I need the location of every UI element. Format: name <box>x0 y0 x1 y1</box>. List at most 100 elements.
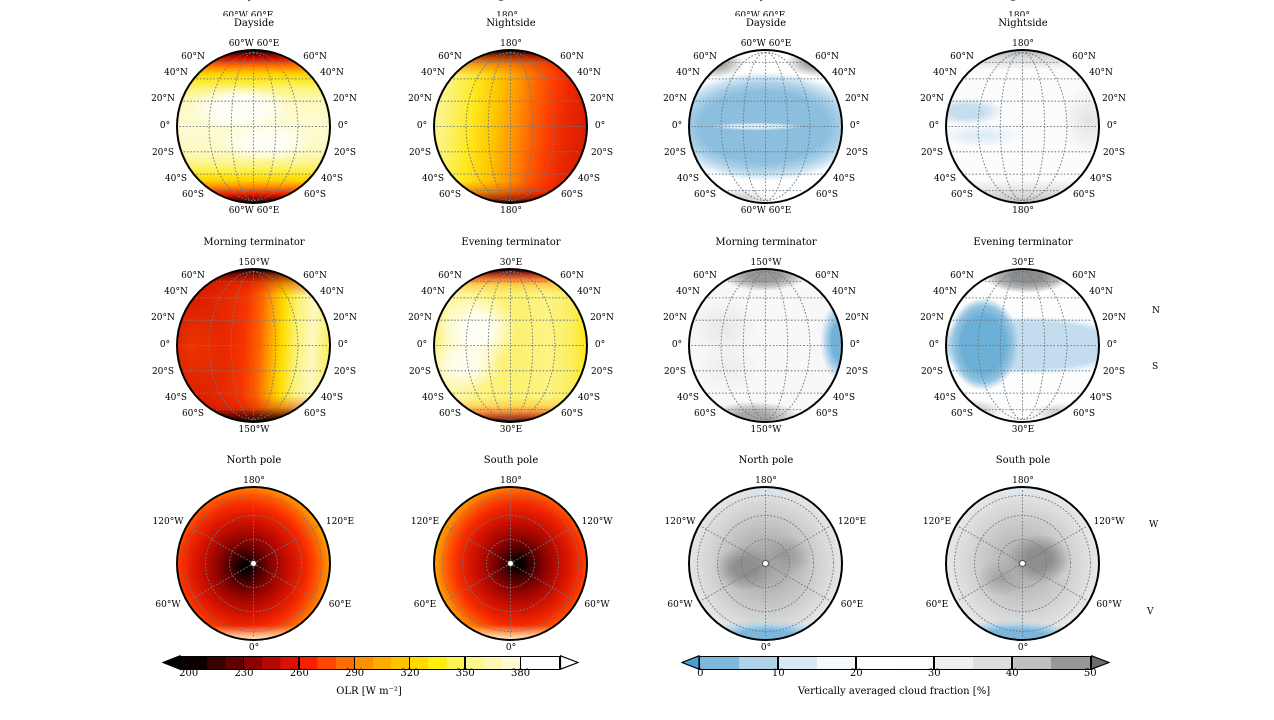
axis-tick-top: 180° <box>243 476 265 486</box>
axis-tick-top: 60°W 60°E <box>228 39 280 49</box>
lat-tick-right: 60°S <box>560 409 584 419</box>
pole-marker <box>763 561 768 566</box>
panel-cloud-nightside: Nightside 180° 180° 60°N 60°N 40°N 40°N 20°N 20°… <box>903 7 1143 247</box>
lat-tick-right: 20°N <box>590 313 614 323</box>
panel-title: South pole <box>995 455 1051 466</box>
lat-tick-right: 0° <box>594 121 606 131</box>
lat-tick-left: 20°S <box>151 367 175 377</box>
graticule <box>947 270 1098 421</box>
lat-tick-left: 60°S <box>181 409 205 419</box>
panel-cloud-morning-terminator: Morning terminator 150°W 150°W 60°N 60°N 40°N… <box>646 226 886 466</box>
colorbar-tick: 40 <box>1005 668 1019 679</box>
lat-tick-left: 20°N <box>408 313 432 323</box>
lon-tick-upper-left: 120°E <box>410 517 440 527</box>
lat-tick-left: 40°N <box>933 67 957 78</box>
lat-tick-right: 40°S <box>1089 174 1113 184</box>
lat-tick-left: 40°N <box>676 286 700 297</box>
colorbar-cloud-bar <box>699 656 1091 670</box>
axis-tick-bottom: 0° <box>760 643 772 653</box>
graticule <box>178 51 329 202</box>
graticule <box>947 51 1098 202</box>
colorbar-tick: 10 <box>771 668 785 679</box>
lat-tick-left: 60°S <box>438 409 462 419</box>
lat-tick-left: 0° <box>928 121 940 131</box>
lat-tick-left: 40°S <box>676 174 700 184</box>
lat-tick-left: 20°N <box>408 94 432 104</box>
graticule <box>690 51 841 202</box>
lat-tick-left: 40°S <box>421 393 445 403</box>
panel-title: Evening terminator <box>461 237 561 248</box>
lat-tick-right: 40°S <box>320 174 344 184</box>
lat-tick-left: 40°N <box>164 286 188 297</box>
lon-tick-upper-left: 120°W <box>664 517 696 527</box>
globe-olr-south-pole <box>433 486 588 641</box>
panel-olr-dayside: Dayside 60°W 60°E 60°W 60°E 60°N 60°N 40°N 40°… <box>134 7 374 247</box>
lat-tick-right: 40°S <box>577 174 601 184</box>
lat-tick-right: 20°S <box>590 367 614 377</box>
globe-cloud-nightside <box>945 49 1100 204</box>
lat-tick-left: 60°N <box>438 51 462 62</box>
axis-tick-bottom: 60°W 60°E <box>740 206 792 216</box>
colorbar-divider <box>777 657 779 669</box>
lat-tick-right: 40°N <box>577 286 601 297</box>
colorbar-divider <box>298 657 300 669</box>
lat-tick-right: 60°S <box>303 190 327 200</box>
colorbar-divider <box>933 657 935 669</box>
panel-title: Morning terminator <box>203 237 305 248</box>
lat-tick-right: 60°S <box>560 190 584 200</box>
panel-title: Nightside <box>998 18 1048 29</box>
lat-tick-right: 20°N <box>845 94 869 104</box>
axis-tick-bottom: 0° <box>1017 643 1029 653</box>
cropped-title-fragment: Nightside <box>998 0 1047 2</box>
graticule <box>953 488 1092 639</box>
colorbar-tick: 320 <box>400 668 420 679</box>
globe-olr-nightside <box>433 49 588 204</box>
panel-olr-morning-terminator: Morning terminator 150°W 150°W 60°N 60°N 40°N… <box>134 226 374 466</box>
cropped-tick-fragment: 180° <box>1008 11 1030 21</box>
lat-tick-right: 20°N <box>845 313 869 323</box>
lat-tick-right: 60°S <box>1072 409 1096 419</box>
lat-tick-left: 0° <box>928 340 940 350</box>
lat-tick-right: 0° <box>337 340 349 350</box>
colorbar-label: Vertically averaged cloud fraction [%] <box>797 686 991 697</box>
lat-tick-right: 20°N <box>590 94 614 104</box>
lat-tick-left: 40°N <box>421 67 445 78</box>
axis-tick-top: 30°E <box>1011 258 1035 268</box>
graticule <box>690 270 841 421</box>
lat-tick-right: 0° <box>594 340 606 350</box>
globe-olr-dayside <box>176 49 331 204</box>
lat-tick-left: 20°N <box>151 94 175 104</box>
colorbar-arrow-high <box>1090 654 1111 674</box>
axis-tick-bottom: 150°W <box>750 425 782 435</box>
lat-tick-right: 20°N <box>1102 313 1126 323</box>
axis-tick-top: 180° <box>1012 476 1034 486</box>
lat-tick-right: 40°S <box>832 393 856 403</box>
panel-cloud-evening-terminator: Evening terminator 30°E 30°E 60°N 60°N 40°N 40… <box>903 226 1143 466</box>
lat-tick-right: 20°S <box>333 367 357 377</box>
lat-tick-left: 0° <box>159 340 171 350</box>
lat-tick-left: 40°N <box>676 67 700 78</box>
lat-tick-left: 40°N <box>933 286 957 297</box>
colorbar-arrow-low <box>161 654 181 674</box>
pole-marker <box>1020 561 1025 566</box>
lat-tick-left: 40°S <box>676 393 700 403</box>
lat-tick-right: 0° <box>1106 340 1118 350</box>
panel-olr-nightside: Nightside 180° 180° 60°N 60°N 40°N 40°N 20°N 20°… <box>391 7 631 247</box>
panel-title: North pole <box>226 455 282 466</box>
colorbar-olr-bar <box>180 656 560 670</box>
lat-tick-right: 60°N <box>303 270 327 281</box>
lat-tick-right: 20°N <box>1102 94 1126 104</box>
lat-tick-left: 20°S <box>408 148 432 158</box>
lat-tick-right: 20°S <box>590 148 614 158</box>
lon-tick-lower-right: 60°E <box>840 600 864 610</box>
panel-olr-north-pole: North pole 180° 0° 120°W 120°E 60°W 60°E <box>134 444 374 684</box>
lat-tick-right: 60°S <box>815 190 839 200</box>
lon-tick-lower-left: 60°E <box>413 600 437 610</box>
lat-tick-left: 60°N <box>693 51 717 62</box>
lat-tick-left: 40°S <box>164 393 188 403</box>
lat-tick-right: 20°S <box>845 148 869 158</box>
graticule <box>184 488 323 639</box>
lat-tick-right: 60°N <box>1072 51 1096 62</box>
axis-tick-top: 180° <box>1012 39 1034 49</box>
